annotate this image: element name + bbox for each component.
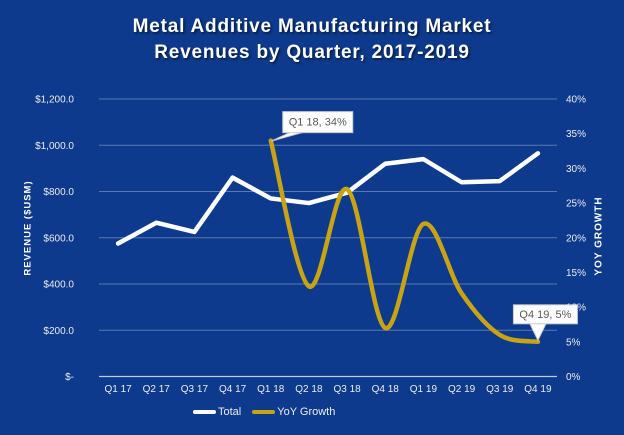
legend-item-yoy-growth[interactable]: YoY Growth: [252, 406, 335, 418]
x-axis-tick-label: Q4 19: [524, 384, 552, 395]
chart-title-line1: Metal Additive Manufacturing Market: [132, 16, 492, 37]
x-axis-tick-label: Q2 17: [143, 384, 171, 395]
yoy-growth-series-line: [268, 138, 541, 345]
right-axis-tick-label: 15%: [566, 268, 586, 279]
x-axis-tick-label: Q1 18: [257, 384, 285, 395]
right-axis-tick-label: 0%: [566, 372, 581, 383]
left-axis-tick-label: $1,200.0: [35, 95, 74, 106]
annotation-callout-box: [282, 111, 354, 134]
annotation-callout-label: Q4 19, 5%: [519, 309, 571, 321]
annotation-callout-pointer: [528, 322, 548, 342]
annotation-callout-label: Q1 18, 34%: [289, 117, 347, 129]
x-axis-tick-label: Q4 17: [219, 384, 247, 395]
x-axis-tick-label: Q4 18: [372, 384, 400, 395]
left-axis-tick-label: $200.0: [43, 326, 74, 337]
chart-title-line2: Revenues by Quarter, 2017-2019: [154, 42, 470, 63]
annotation-callout-box: [512, 304, 578, 325]
left-axis-tick-label: $1,000.0: [35, 141, 74, 152]
chart-title: Metal Additive Manufacturing Market Reve…: [0, 14, 624, 66]
x-axis-tick-label: Q2 19: [448, 384, 476, 395]
right-axis-tick-label: 40%: [566, 95, 586, 106]
right-axis-tick-label: 20%: [566, 233, 586, 244]
total-line-swatch: [193, 409, 216, 415]
right-axis-tick-label: 5%: [566, 337, 581, 348]
left-axis-tick-label: $600.0: [43, 233, 74, 244]
legend-label-total: Total: [218, 406, 242, 418]
yoy-growth-line-swatch: [252, 409, 276, 415]
left-axis-tick-label: $400.0: [43, 280, 74, 291]
x-axis-tick-label: Q3 17: [181, 384, 209, 395]
legend-item-total[interactable]: Total: [193, 406, 241, 418]
left-axis-tick-label: $-: [65, 372, 74, 383]
right-axis-tick-label: 30%: [566, 164, 586, 175]
right-axis-tick-label: 25%: [566, 199, 586, 210]
legend: Total YoY Growth: [193, 406, 335, 418]
x-axis-tick-label: Q1 19: [410, 384, 438, 395]
total-series-line: [115, 151, 541, 246]
left-axis-tick-label: $800.0: [43, 187, 74, 198]
x-axis-tick-label: Q3 18: [333, 384, 361, 395]
right-axis-tick-label: 35%: [566, 129, 586, 140]
legend-label-yoy-growth: YoY Growth: [277, 406, 336, 418]
x-axis-tick-label: Q3 19: [486, 384, 514, 395]
x-axis-tick-label: Q2 18: [295, 384, 323, 395]
x-axis-tick-label: Q1 17: [104, 384, 132, 395]
